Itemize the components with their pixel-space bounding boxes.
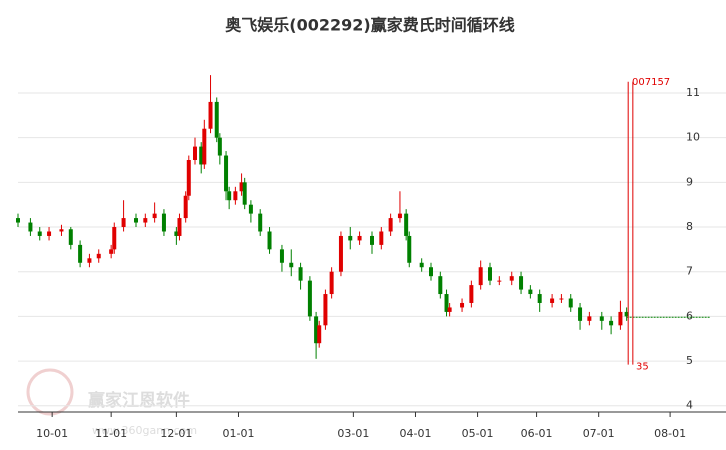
candle-body — [447, 307, 452, 312]
candle-body — [488, 267, 492, 281]
chart-title: 奥飞娱乐(002292)赢家费氏时间循环线 — [225, 16, 514, 35]
candle-body — [202, 128, 207, 165]
candle-body — [289, 262, 294, 268]
candle-body — [193, 146, 197, 160]
candle-body — [16, 218, 20, 223]
candle-body — [357, 235, 362, 241]
candle-body — [28, 222, 33, 232]
candle-body — [370, 235, 374, 245]
candle-body — [233, 191, 238, 201]
candle-body — [348, 235, 353, 241]
y-tick-label: 8 — [686, 220, 693, 233]
x-tick-label: 08-01 — [654, 427, 686, 440]
x-tick-label: 12-01 — [160, 427, 192, 440]
candle-body — [143, 218, 148, 223]
candle-body — [186, 160, 191, 196]
candle-body — [388, 218, 393, 232]
candle-body — [96, 253, 101, 259]
candle-body — [199, 146, 204, 165]
candle-body — [242, 182, 247, 205]
candle-body — [109, 249, 114, 254]
watermark: 赢家江恩软件 — [88, 390, 190, 411]
candle-body — [298, 267, 303, 281]
candle-body — [314, 316, 319, 344]
candle-body — [37, 231, 42, 236]
y-tick-label: 10 — [686, 131, 700, 144]
candle-body — [87, 258, 92, 263]
candle-body — [267, 231, 272, 250]
candle-body — [618, 311, 623, 326]
candle-body — [438, 276, 443, 295]
candle-body — [609, 320, 614, 326]
y-tick-label: 6 — [686, 309, 693, 322]
candle-body — [68, 229, 73, 245]
candle-body — [217, 137, 222, 156]
candle-body — [279, 249, 284, 263]
candle-body — [509, 276, 514, 281]
candle-body — [208, 101, 213, 129]
candle-body — [152, 213, 157, 219]
candle-body — [248, 204, 253, 214]
candle-body — [258, 213, 263, 232]
candle-body — [519, 276, 524, 290]
cycle-label: 35 — [636, 362, 649, 373]
x-tick-label: 11-01 — [95, 427, 127, 440]
watermark-logo — [26, 368, 74, 416]
y-tick-label: 9 — [686, 175, 693, 188]
candle-body — [559, 298, 564, 300]
candle-body — [404, 213, 409, 236]
candle-body — [161, 213, 166, 232]
candle-body — [121, 218, 126, 228]
watermark-url: www.360gann.com — [92, 424, 197, 437]
x-tick-label: 06-01 — [521, 427, 553, 440]
candle-body — [174, 231, 179, 236]
candle-body — [183, 195, 188, 219]
candle-body — [587, 316, 592, 321]
candle-body — [134, 218, 138, 223]
candle-body — [478, 267, 483, 286]
candle-body — [397, 213, 402, 219]
candle-body — [177, 218, 182, 236]
candle-body — [624, 311, 629, 317]
candle-body — [47, 231, 52, 236]
candle-body — [497, 280, 502, 282]
candle-body — [78, 244, 83, 263]
candle-body — [214, 101, 219, 138]
candle-body — [568, 298, 573, 308]
candle-body — [537, 294, 542, 303]
candle-body — [419, 262, 424, 268]
candle-body — [429, 267, 433, 277]
candle-body — [227, 191, 232, 201]
candle-body — [112, 227, 117, 250]
candle-body — [578, 307, 583, 321]
candle-body — [528, 289, 533, 295]
candle-body — [444, 294, 449, 312]
y-tick-label: 11 — [686, 86, 700, 99]
y-tick-label: 4 — [686, 399, 693, 412]
x-tick-label: 04-01 — [399, 427, 431, 440]
candle-body — [338, 235, 343, 272]
x-tick-label: 07-01 — [583, 427, 615, 440]
x-tick-label: 10-01 — [36, 427, 68, 440]
x-tick-label: 01-01 — [222, 427, 254, 440]
x-tick-label: 05-01 — [462, 427, 494, 440]
cycle-label: 007157 — [632, 77, 670, 88]
y-tick-label: 5 — [686, 354, 693, 367]
candle-body — [317, 325, 322, 344]
candle-body — [407, 235, 412, 263]
candle-body — [379, 231, 384, 245]
candle-body — [599, 316, 604, 321]
candle-body — [460, 302, 465, 308]
candle-body — [329, 271, 334, 295]
candle-body — [469, 285, 474, 303]
x-tick-label: 03-01 — [337, 427, 369, 440]
candle-body — [224, 155, 229, 192]
candle-body — [239, 182, 244, 192]
candle-body — [550, 298, 555, 303]
candle-body — [323, 294, 328, 326]
candle-body — [307, 280, 312, 317]
y-tick-label: 7 — [686, 265, 693, 278]
candle-body — [59, 229, 64, 232]
